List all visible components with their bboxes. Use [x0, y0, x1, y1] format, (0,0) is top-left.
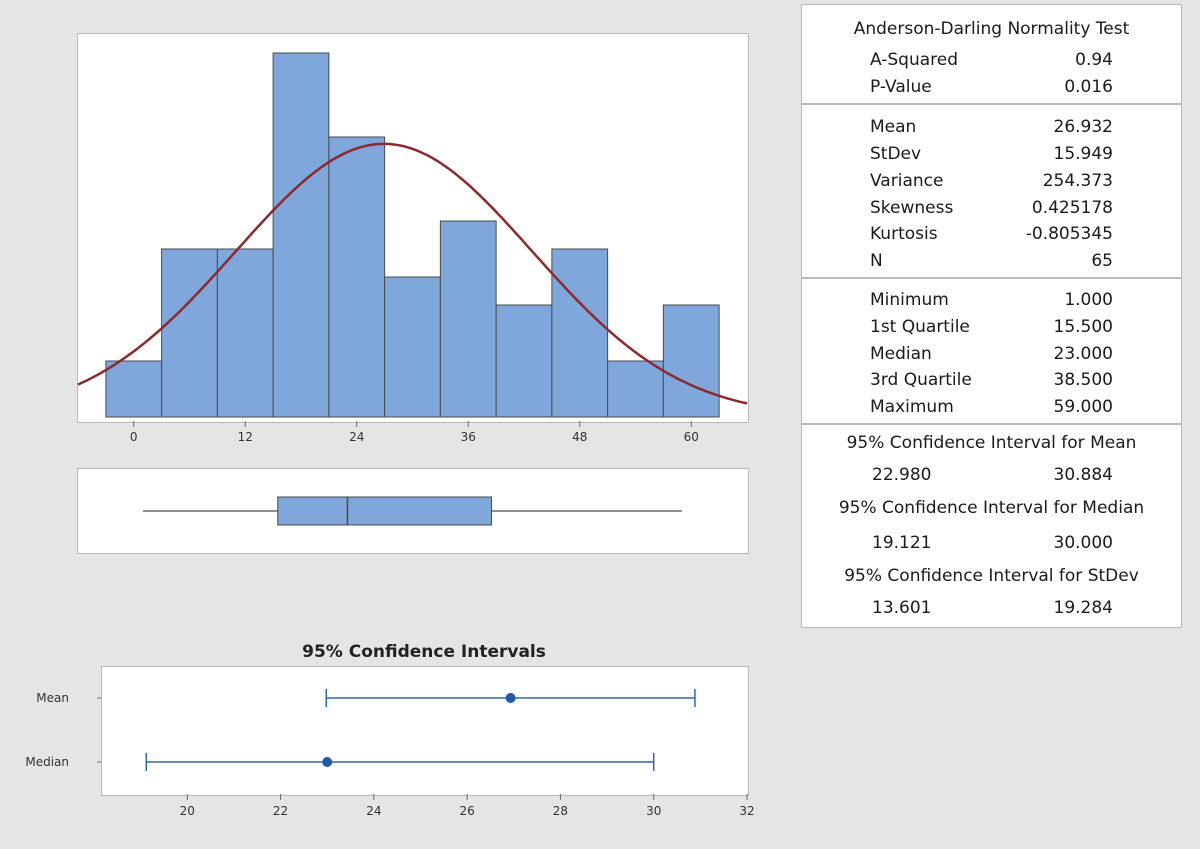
- histogram-x-axis: 0 12 24 36 48 60: [130, 421, 699, 444]
- boxplot: [143, 496, 682, 526]
- desc-row: StDev 15.949: [802, 144, 1181, 168]
- divider: [802, 103, 1181, 105]
- quartile-row: Maximum 59.000: [802, 397, 1181, 421]
- histogram-bar: [161, 248, 218, 418]
- histogram-bar: [272, 52, 330, 418]
- x-tick-label: 26: [460, 804, 475, 818]
- x-tick-label: 36: [461, 430, 476, 444]
- desc-row-value: 254.373: [1042, 171, 1113, 191]
- histogram-bars: [105, 52, 720, 418]
- desc-row: Variance 254.373: [802, 171, 1181, 195]
- ci-stdev-row: 13.601 19.284: [802, 598, 1181, 622]
- ci-stdev-upper: 19.284: [1053, 598, 1113, 618]
- desc-row-label: Mean: [870, 117, 917, 137]
- ad-test-title: Anderson-Darling Normality Test: [853, 19, 1130, 39]
- ci-stdev-title: 95% Confidence Interval for StDev: [844, 566, 1139, 586]
- y-tick-label: Median: [25, 755, 69, 769]
- quartile-row-value: 59.000: [1053, 397, 1113, 417]
- quartile-row: 1st Quartile 15.500: [802, 317, 1181, 341]
- histogram-bar: [662, 304, 720, 418]
- histogram-bar: [216, 248, 274, 418]
- ci-median-title: 95% Confidence Interval for Median: [838, 498, 1145, 518]
- quartile-row: 3rd Quartile 38.500: [802, 370, 1181, 394]
- quartile-row-value: 38.500: [1053, 370, 1113, 390]
- desc-row-value: 65: [1091, 251, 1113, 271]
- ci-mean-lower: 22.980: [872, 465, 932, 485]
- quartile-row: Minimum 1.000: [802, 290, 1181, 314]
- ci-median-row: 19.121 30.000: [802, 533, 1181, 557]
- desc-row: Skewness 0.425178: [802, 198, 1181, 222]
- x-tick-label: 28: [553, 804, 568, 818]
- desc-row-label: Kurtosis: [870, 224, 938, 244]
- ci-median-lower: 19.121: [872, 533, 932, 553]
- summary-statistics-panel: Anderson-Darling Normality Test A-Square…: [801, 4, 1182, 628]
- desc-row-value: 15.949: [1053, 144, 1113, 164]
- ci-stdev-lower: 13.601: [872, 598, 932, 618]
- quartile-row-label: Maximum: [870, 397, 954, 417]
- x-tick-label: 60: [684, 430, 699, 444]
- ad-row: A-Squared 0.94: [802, 50, 1181, 74]
- ci-point: [322, 757, 333, 767]
- x-tick-label: 24: [366, 804, 381, 818]
- x-tick-label: 22: [273, 804, 288, 818]
- x-tick-label: 24: [349, 430, 364, 444]
- ci-median-upper: 30.000: [1053, 533, 1113, 553]
- histogram-bar: [607, 360, 664, 418]
- ci-mean-title: 95% Confidence Interval for Mean: [846, 433, 1137, 453]
- desc-row-label: StDev: [870, 144, 922, 164]
- normal-fit-curve: [77, 142, 748, 405]
- chart-canvas: 0 12 24 36 48 60 95% Confidence Intervals Mea…: [25, 52, 755, 818]
- quartile-row-label: Median: [870, 344, 932, 364]
- desc-row: N 65: [802, 251, 1181, 275]
- histogram-bar: [328, 136, 386, 418]
- desc-row-label: N: [870, 251, 883, 271]
- desc-row-label: Skewness: [870, 198, 954, 218]
- x-tick-label: 30: [646, 804, 661, 818]
- ad-row-value: 0.016: [1064, 77, 1113, 97]
- histogram-bar: [495, 304, 553, 418]
- desc-row-value: 0.425178: [1031, 198, 1113, 218]
- desc-row-label: Variance: [870, 171, 944, 191]
- desc-row: Mean 26.932: [802, 117, 1181, 141]
- histogram-bar: [439, 220, 497, 418]
- quartile-row-label: 3rd Quartile: [870, 370, 972, 390]
- iqr-box: [277, 496, 492, 526]
- histogram-bar: [384, 276, 441, 418]
- ci-mean-row: 22.980 30.884: [802, 465, 1181, 489]
- x-tick-label: 48: [572, 430, 587, 444]
- quartile-row-label: 1st Quartile: [870, 317, 970, 337]
- interval-plot-x-axis: 20 22 24 26 28 30 32: [180, 794, 755, 818]
- interval-plot-panel: [101, 666, 749, 796]
- ci-point: [505, 693, 516, 703]
- x-tick-label: 0: [130, 430, 138, 444]
- quartile-row-label: Minimum: [870, 290, 949, 310]
- histogram-bar: [105, 360, 163, 418]
- desc-row: Kurtosis -0.805345: [802, 224, 1181, 248]
- quartile-row-value: 15.500: [1053, 317, 1113, 337]
- quartile-row: Median 23.000: [802, 344, 1181, 368]
- desc-row-value: 26.932: [1053, 117, 1113, 137]
- divider: [802, 277, 1181, 279]
- interval-plot-title: 95% Confidence Intervals: [302, 642, 546, 662]
- ad-row-label: A-Squared: [870, 50, 959, 70]
- x-tick-label: 32: [739, 804, 754, 818]
- ad-row-label: P-Value: [870, 77, 932, 97]
- x-tick-label: 20: [180, 804, 195, 818]
- quartile-row-value: 23.000: [1053, 344, 1113, 364]
- ad-row-value: 0.94: [1075, 50, 1113, 70]
- y-tick-label: Mean: [36, 691, 69, 705]
- desc-row-value: -0.805345: [1025, 224, 1113, 244]
- ci-mean-upper: 30.884: [1053, 465, 1113, 485]
- interval-plot: Mean Median: [25, 689, 696, 771]
- divider: [802, 423, 1181, 425]
- quartile-row-value: 1.000: [1064, 290, 1113, 310]
- ad-row: P-Value 0.016: [802, 77, 1181, 101]
- histogram-bar: [551, 248, 609, 418]
- x-tick-label: 12: [238, 430, 253, 444]
